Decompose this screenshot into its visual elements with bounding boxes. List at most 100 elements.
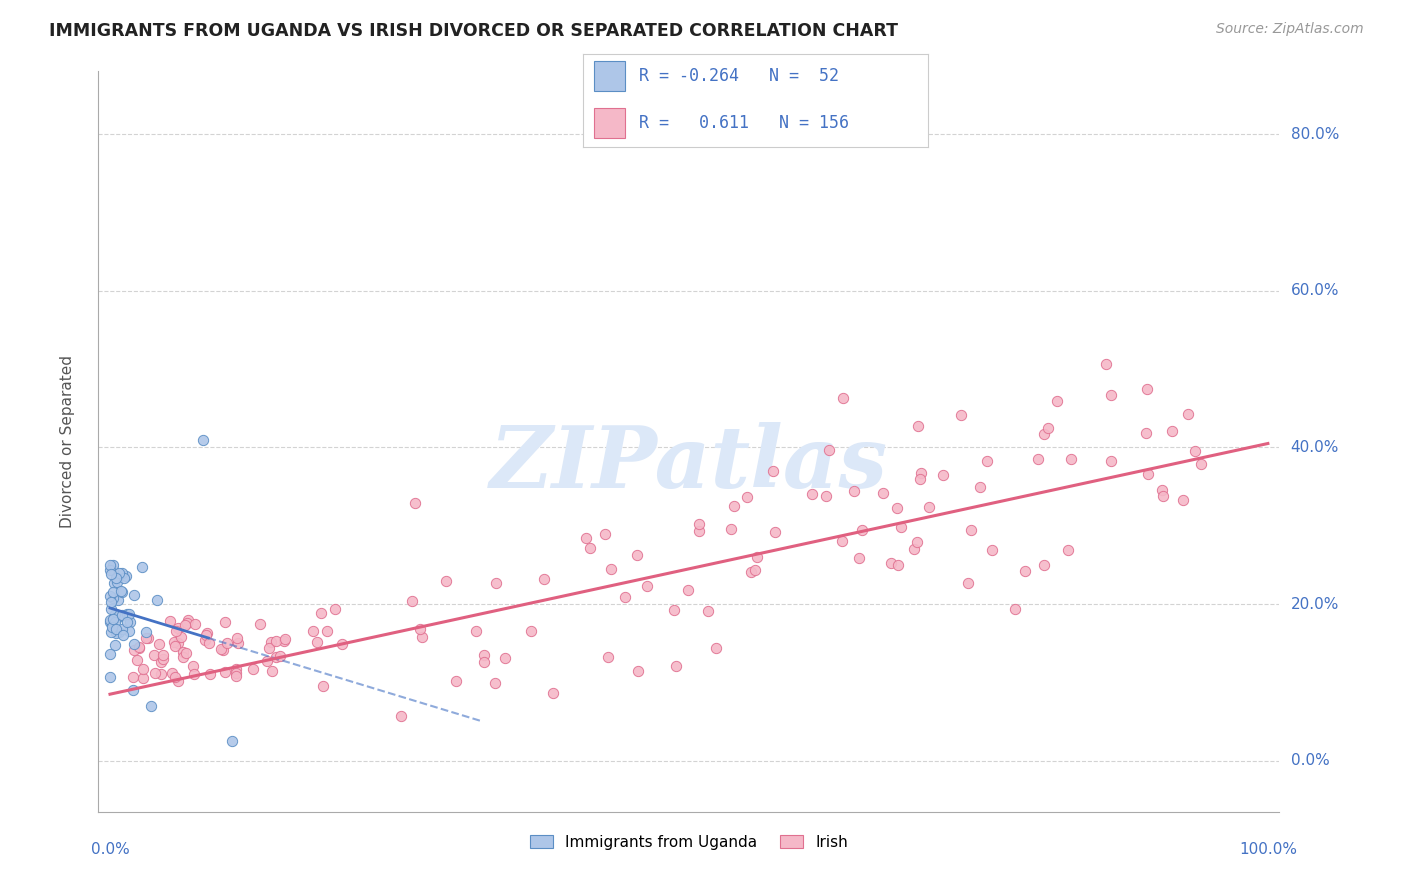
Point bbox=[173, 649, 195, 664]
Point bbox=[872, 486, 894, 500]
Point bbox=[495, 651, 517, 665]
Point bbox=[131, 560, 153, 574]
Point bbox=[704, 640, 727, 655]
Point bbox=[163, 670, 186, 684]
Point bbox=[434, 574, 457, 588]
Point bbox=[464, 624, 486, 639]
Point bbox=[745, 550, 768, 565]
Point bbox=[198, 636, 221, 650]
Point bbox=[815, 489, 838, 503]
Point bbox=[104, 625, 127, 640]
Point bbox=[107, 625, 129, 640]
Point bbox=[409, 622, 432, 636]
Point bbox=[225, 668, 247, 682]
Point bbox=[115, 569, 138, 583]
Point bbox=[259, 635, 281, 649]
Text: 60.0%: 60.0% bbox=[1291, 284, 1339, 298]
Point bbox=[107, 592, 129, 607]
Point bbox=[626, 549, 648, 563]
Point bbox=[1136, 382, 1159, 396]
Point bbox=[163, 635, 186, 649]
Point bbox=[100, 595, 122, 609]
Point bbox=[302, 624, 325, 639]
Point bbox=[817, 442, 839, 457]
Point bbox=[170, 630, 193, 644]
Text: 80.0%: 80.0% bbox=[1291, 127, 1339, 142]
Point bbox=[101, 620, 124, 634]
Point bbox=[139, 698, 162, 713]
Point bbox=[120, 615, 142, 629]
Point bbox=[225, 662, 247, 676]
Point bbox=[744, 563, 766, 577]
Point bbox=[1014, 565, 1036, 579]
Point bbox=[107, 574, 129, 589]
Point bbox=[112, 571, 135, 585]
Point bbox=[763, 524, 786, 539]
Point bbox=[128, 640, 150, 655]
Point bbox=[1099, 454, 1122, 468]
Point bbox=[880, 556, 903, 570]
Point bbox=[323, 601, 346, 615]
Text: R =   0.611   N = 156: R = 0.611 N = 156 bbox=[638, 114, 849, 132]
Text: ZIPatlas: ZIPatlas bbox=[489, 422, 889, 506]
Point bbox=[260, 664, 283, 678]
Point bbox=[950, 408, 973, 422]
Point bbox=[98, 647, 121, 661]
Point bbox=[101, 591, 124, 606]
Point bbox=[148, 637, 170, 651]
Point bbox=[165, 624, 187, 639]
Text: 0.0%: 0.0% bbox=[1291, 754, 1329, 768]
Point bbox=[905, 534, 928, 549]
Point bbox=[330, 637, 353, 651]
Point bbox=[104, 622, 127, 636]
Point bbox=[104, 607, 127, 621]
Point bbox=[162, 665, 184, 680]
Point bbox=[152, 648, 174, 663]
Point bbox=[264, 649, 287, 664]
Point bbox=[103, 612, 125, 626]
Point bbox=[104, 571, 127, 585]
Point bbox=[614, 590, 637, 604]
Point bbox=[411, 630, 433, 644]
Point bbox=[167, 621, 190, 635]
Point bbox=[183, 667, 205, 681]
Point bbox=[122, 637, 145, 651]
Point bbox=[122, 589, 145, 603]
Point bbox=[259, 640, 281, 655]
Point bbox=[194, 632, 217, 647]
Point bbox=[117, 624, 139, 638]
Point bbox=[264, 633, 287, 648]
Point bbox=[135, 632, 157, 646]
Point bbox=[851, 523, 873, 537]
Point bbox=[184, 617, 207, 632]
Point bbox=[908, 472, 931, 486]
Point bbox=[122, 643, 145, 657]
Point bbox=[249, 616, 271, 631]
Point bbox=[472, 648, 495, 662]
Point bbox=[1056, 543, 1078, 558]
Point bbox=[1177, 408, 1199, 422]
Point bbox=[696, 604, 718, 618]
Point bbox=[174, 618, 197, 632]
Point bbox=[128, 641, 150, 656]
Point bbox=[910, 466, 932, 480]
Point bbox=[100, 601, 122, 615]
Point bbox=[142, 648, 165, 662]
Point bbox=[1160, 424, 1182, 438]
Point bbox=[111, 628, 134, 642]
Point bbox=[221, 734, 243, 748]
Point bbox=[101, 585, 124, 599]
Point bbox=[214, 615, 236, 630]
Text: R = -0.264   N =  52: R = -0.264 N = 52 bbox=[638, 68, 838, 86]
Point bbox=[191, 433, 214, 447]
Point bbox=[127, 653, 149, 667]
Point bbox=[215, 635, 238, 649]
Point bbox=[600, 562, 623, 576]
Point bbox=[150, 666, 173, 681]
Point bbox=[932, 468, 955, 483]
Point bbox=[918, 500, 941, 514]
Point bbox=[404, 496, 426, 510]
Point bbox=[832, 391, 855, 405]
Point bbox=[101, 563, 124, 577]
Point bbox=[225, 665, 247, 680]
